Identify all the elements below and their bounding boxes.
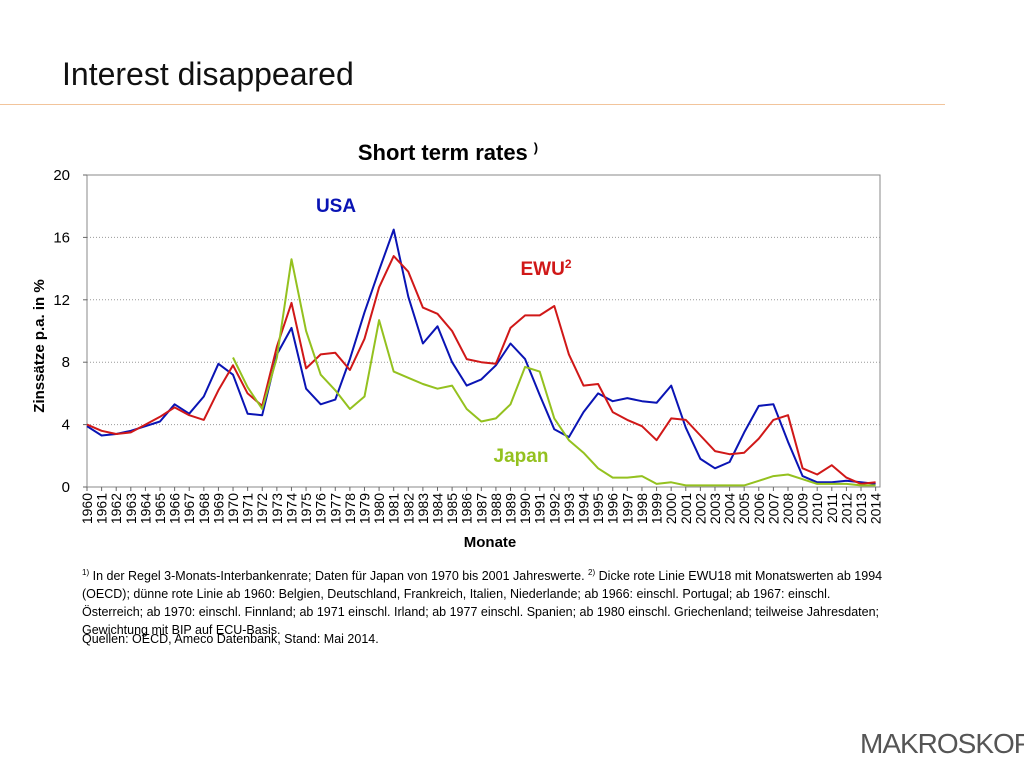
x-tick-label: 1970 xyxy=(225,493,241,524)
y-tick-label: 12 xyxy=(53,292,70,309)
x-tick-label: 1963 xyxy=(123,493,139,524)
x-tick-label: 1979 xyxy=(356,493,372,524)
x-tick-label: 1977 xyxy=(327,493,343,524)
sources: Quellen: OECD, Ameco Datenbank, Stand: M… xyxy=(82,632,379,646)
x-tick-label: 1981 xyxy=(386,493,402,524)
series-label-name: EWU xyxy=(520,259,564,280)
x-tick-label: 2000 xyxy=(663,493,679,524)
x-tick-label: 1987 xyxy=(473,493,489,524)
x-tick-label: 2011 xyxy=(824,493,840,523)
series-label-name: USA xyxy=(316,196,356,217)
x-tick-label: 1969 xyxy=(210,493,226,524)
series-line xyxy=(86,228,876,485)
x-tick-label: 1994 xyxy=(576,493,592,524)
x-tick-label: 1985 xyxy=(444,493,460,524)
series-label: EWU2 xyxy=(520,257,571,280)
x-tick-label: 1996 xyxy=(605,493,621,524)
x-tick-label: 1973 xyxy=(269,493,285,524)
series-line xyxy=(232,258,876,487)
chart-title-sup: ) xyxy=(534,140,538,155)
footnote-mark: 2) xyxy=(588,568,596,577)
x-tick-label: 1971 xyxy=(240,493,256,524)
y-tick-label: 0 xyxy=(62,479,70,496)
x-tick-label: 2010 xyxy=(809,493,825,524)
footnote-text: In der Regel 3-Monats-Interbankenrate; D… xyxy=(89,569,589,584)
series-label: Japan xyxy=(494,446,549,467)
x-tick-label: 2009 xyxy=(795,493,811,524)
x-tick-label: 2006 xyxy=(751,493,767,524)
x-tick-label: 1960 xyxy=(79,493,95,524)
x-tick-label: 1975 xyxy=(298,493,314,524)
slide-title: Interest disappeared xyxy=(62,56,354,92)
x-tick-label: 2014 xyxy=(868,493,884,524)
x-tick-label: 1992 xyxy=(546,493,562,524)
footnote-text: Dicke rote Linie EWU18 mit Monatswerten … xyxy=(82,569,883,638)
x-tick-label: 1972 xyxy=(254,493,270,524)
x-tick-label: 1991 xyxy=(532,493,548,524)
x-tick-label: 2005 xyxy=(736,493,752,524)
x-tick-label: 1984 xyxy=(429,493,445,524)
logo: MAKROSKOP xyxy=(860,728,1024,759)
x-tick-label: 1965 xyxy=(152,493,168,524)
y-tick-label: 20 xyxy=(53,167,70,184)
x-tick-label: 2007 xyxy=(765,493,781,524)
x-tick-label: 2008 xyxy=(780,493,796,524)
footnote: 1) In der Regel 3-Monats-Interbankenrate… xyxy=(82,564,892,639)
x-tick-label: 2002 xyxy=(692,493,708,524)
x-tick-label: 1989 xyxy=(503,493,519,524)
x-tick-label: 1990 xyxy=(517,493,533,524)
x-tick-label: 1967 xyxy=(181,493,197,524)
x-tick-label: 2004 xyxy=(722,493,738,524)
series-label-name: Japan xyxy=(494,446,549,467)
x-tick-label: 1982 xyxy=(400,493,416,524)
y-axis-label: Zinssätze p.a. in % xyxy=(31,279,48,412)
x-tick-label: 1962 xyxy=(108,493,124,524)
series-label: USA xyxy=(316,196,356,217)
series-line xyxy=(86,255,876,485)
x-tick-label: 1961 xyxy=(94,493,110,524)
x-tick-label: 2001 xyxy=(678,493,694,524)
x-tick-label: 2013 xyxy=(853,493,869,524)
footnote-mark: 1) xyxy=(82,568,90,577)
x-tick-label: 1976 xyxy=(313,493,329,524)
series-label-sup: 2 xyxy=(565,257,572,271)
chart-title: Short term rates) xyxy=(358,140,538,165)
x-tick-label: 1966 xyxy=(167,493,183,524)
x-tick-label: 1988 xyxy=(488,493,504,524)
x-tick-label: 1983 xyxy=(415,493,431,524)
x-tick-label: 1986 xyxy=(459,493,475,524)
x-tick-label: 1999 xyxy=(649,493,665,524)
plot-area xyxy=(86,174,881,488)
x-tick-label: 1993 xyxy=(561,493,577,524)
x-tick-label: 1964 xyxy=(137,493,153,524)
y-tick-label: 16 xyxy=(53,229,70,246)
x-axis-label: Monate xyxy=(464,534,517,551)
chart-title-text: Short term rates xyxy=(358,140,528,165)
x-tick-label: 1997 xyxy=(619,493,635,524)
x-tick-label: 1995 xyxy=(590,493,606,524)
title-rule xyxy=(0,104,945,105)
x-tick-label: 1978 xyxy=(342,493,358,524)
x-tick-label: 2012 xyxy=(838,493,854,524)
chart: Short term rates)04812162019601961196219… xyxy=(31,140,884,551)
y-tick-label: 8 xyxy=(62,354,70,371)
x-tick-label: 1998 xyxy=(634,493,650,524)
x-tick-label: 2003 xyxy=(707,493,723,524)
x-tick-label: 1968 xyxy=(196,493,212,524)
x-tick-label: 1974 xyxy=(283,493,299,524)
x-tick-label: 1980 xyxy=(371,493,387,524)
y-tick-label: 4 xyxy=(62,417,70,434)
